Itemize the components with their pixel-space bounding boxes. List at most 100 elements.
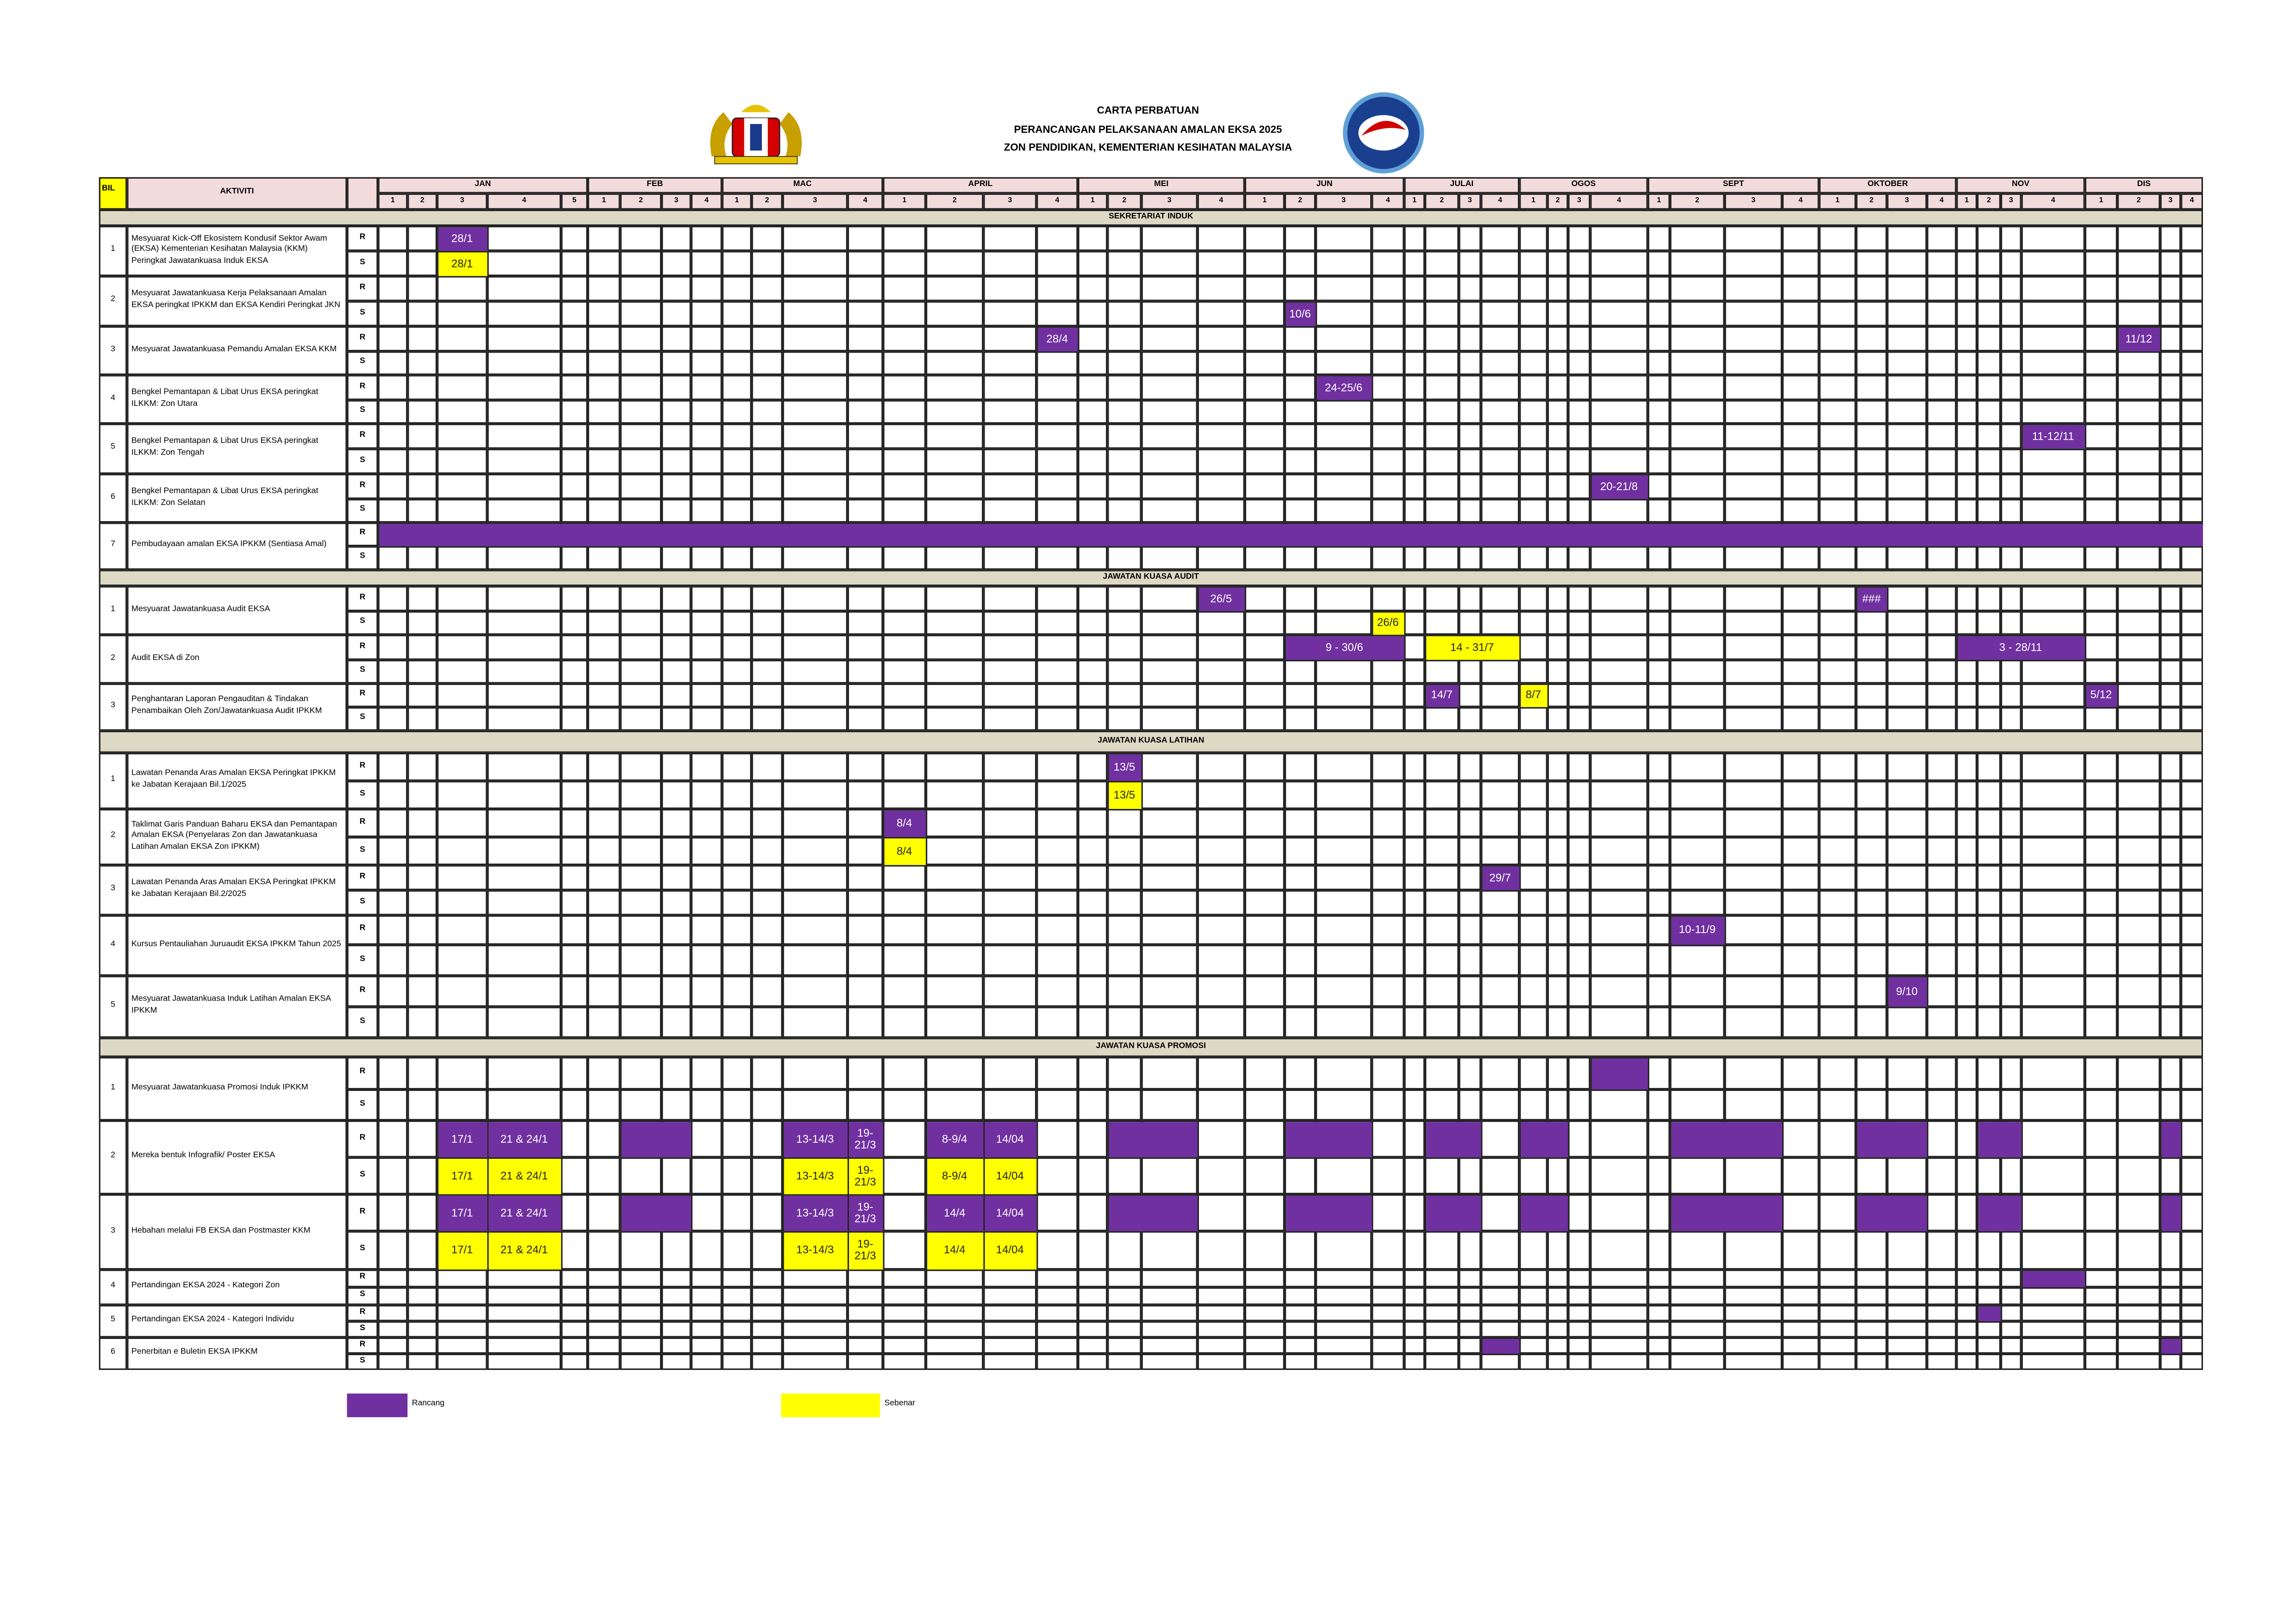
week-cell xyxy=(1078,915,1108,945)
schedule-bar: 20-21/8 xyxy=(1591,474,1647,498)
week-header: 4 xyxy=(2021,193,2085,210)
week-cell xyxy=(1078,351,1108,375)
week-cell xyxy=(1647,837,1670,865)
week-cell xyxy=(2117,1321,2160,1338)
activity-name: Penerbitan e Buletin EKSA IPKKM xyxy=(127,1337,347,1370)
week-cell xyxy=(1670,473,1725,499)
week-cell xyxy=(661,635,691,660)
week-cell xyxy=(1647,375,1670,400)
week-cell xyxy=(1927,226,1957,251)
week-cell xyxy=(1107,890,1142,915)
week-cell xyxy=(487,400,562,424)
week-cell xyxy=(847,976,883,1007)
activity-name: Pertandingan EKSA 2024 - Kategori Indivi… xyxy=(127,1305,347,1338)
week-cell xyxy=(1956,976,1978,1007)
week-cell xyxy=(1782,1321,1819,1338)
week-cell xyxy=(2021,1353,2085,1370)
week-cell xyxy=(587,448,620,474)
week-cell xyxy=(1244,1089,1285,1120)
week-cell xyxy=(2160,890,2181,915)
week-cell xyxy=(847,915,883,945)
week-cell xyxy=(1078,1057,1108,1089)
week-cell xyxy=(2117,1287,2160,1305)
week-cell xyxy=(1519,351,1547,375)
week-cell xyxy=(487,499,562,523)
week-cell xyxy=(691,499,722,523)
week-cell xyxy=(2160,586,2181,611)
week-cell xyxy=(1404,400,1425,424)
week-cell xyxy=(1590,660,1648,684)
week-cell xyxy=(1197,611,1245,635)
week-cell xyxy=(847,865,883,890)
schedule-bar: 8/4 xyxy=(884,809,925,836)
week-cell xyxy=(2160,707,2181,731)
week-cell xyxy=(1819,1287,1856,1305)
eksa-swoosh xyxy=(1361,121,1406,136)
week-cell xyxy=(847,326,883,352)
week-cell xyxy=(1819,753,1856,781)
week-cell xyxy=(2181,837,2203,865)
week-cell xyxy=(407,448,437,474)
schedule-bar: 13-14/3 xyxy=(783,1158,847,1194)
week-cell xyxy=(1197,226,1245,251)
week-cell xyxy=(1141,611,1198,635)
eksa-logo xyxy=(1343,92,1424,174)
week-cell xyxy=(1036,683,1078,707)
week-cell xyxy=(561,1057,588,1089)
week-cell xyxy=(407,1057,437,1089)
week-cell xyxy=(1590,586,1648,611)
week-cell xyxy=(1724,1057,1782,1089)
week-cell xyxy=(2160,351,2181,375)
row-type: S xyxy=(347,1007,378,1038)
week-cell xyxy=(407,276,437,301)
week-cell xyxy=(1425,1287,1459,1305)
week-cell xyxy=(2160,473,2181,499)
week-cell xyxy=(1107,1057,1142,1089)
week-cell xyxy=(1372,473,1404,499)
week-cell xyxy=(2181,1057,2203,1089)
week-cell xyxy=(1568,1337,1591,1354)
week-cell xyxy=(983,1089,1037,1120)
week-cell xyxy=(1141,945,1198,976)
week-cell xyxy=(1887,1337,1927,1354)
week-header: 1 xyxy=(1404,193,1425,210)
week-cell xyxy=(561,251,588,276)
week-cell xyxy=(587,375,620,400)
week-header: 3 xyxy=(2001,193,2021,210)
week-header: 1 xyxy=(1647,193,1670,210)
week-cell xyxy=(661,226,691,251)
week-cell xyxy=(1141,1231,1198,1270)
week-cell xyxy=(561,945,588,976)
row-type: S xyxy=(347,251,378,276)
week-cell xyxy=(1459,400,1481,424)
week-cell xyxy=(1927,473,1957,499)
week-cell xyxy=(691,915,722,945)
week-cell xyxy=(782,351,848,375)
week-cell xyxy=(1244,586,1285,611)
week-cell xyxy=(1647,586,1670,611)
activity-number: 2 xyxy=(99,1120,127,1195)
week-cell xyxy=(751,1120,783,1157)
week-cell xyxy=(1244,499,1285,523)
week-cell xyxy=(2001,976,2021,1007)
week-cell xyxy=(2117,499,2160,523)
week-cell xyxy=(561,276,588,301)
week-cell xyxy=(437,865,487,890)
schedule-bar: 26/6 xyxy=(1372,612,1404,634)
week-cell xyxy=(722,375,752,400)
week-cell xyxy=(1078,976,1108,1007)
week-cell xyxy=(1316,781,1372,809)
week-cell xyxy=(587,915,620,945)
week-cell xyxy=(1372,660,1404,684)
week-cell xyxy=(1316,326,1372,352)
week-cell xyxy=(1316,351,1372,375)
week-cell xyxy=(1481,473,1520,499)
week-cell xyxy=(1141,375,1198,400)
week-cell xyxy=(1141,781,1198,809)
week-cell xyxy=(883,707,926,731)
week-cell xyxy=(1285,945,1316,976)
week-cell xyxy=(661,301,691,326)
week-cell xyxy=(691,809,722,837)
month-header: OGOS xyxy=(1519,177,1648,193)
week-cell xyxy=(782,400,848,424)
